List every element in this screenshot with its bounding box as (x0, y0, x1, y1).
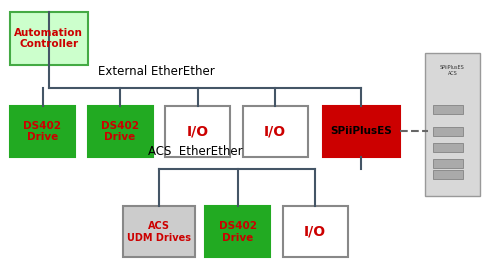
Text: DS402
Drive: DS402 Drive (24, 121, 62, 142)
FancyBboxPatch shape (282, 206, 348, 257)
Text: Automation
Controller: Automation Controller (14, 28, 83, 49)
Text: I/O: I/O (304, 225, 326, 239)
FancyBboxPatch shape (432, 127, 462, 136)
FancyBboxPatch shape (205, 206, 270, 257)
Text: External EtherEther: External EtherEther (98, 65, 214, 78)
Text: DS402
Drive: DS402 Drive (101, 121, 139, 142)
FancyBboxPatch shape (10, 12, 88, 65)
Text: ACS
UDM Drives: ACS UDM Drives (127, 221, 191, 243)
FancyBboxPatch shape (432, 143, 462, 152)
FancyBboxPatch shape (88, 106, 152, 157)
Text: I/O: I/O (186, 124, 208, 138)
Text: ACS  EtherEther: ACS EtherEther (148, 145, 242, 158)
FancyBboxPatch shape (425, 53, 480, 196)
FancyBboxPatch shape (432, 159, 462, 168)
FancyBboxPatch shape (322, 106, 400, 157)
Text: DS402
Drive: DS402 Drive (218, 221, 256, 243)
FancyBboxPatch shape (10, 106, 75, 157)
FancyBboxPatch shape (432, 170, 462, 179)
FancyBboxPatch shape (165, 106, 230, 157)
Text: SPiiPlusES: SPiiPlusES (330, 127, 392, 136)
Text: I/O: I/O (264, 124, 286, 138)
FancyBboxPatch shape (432, 105, 462, 114)
Text: SPiiPlusES
ACS: SPiiPlusES ACS (440, 65, 465, 76)
FancyBboxPatch shape (242, 106, 308, 157)
FancyBboxPatch shape (122, 206, 195, 257)
